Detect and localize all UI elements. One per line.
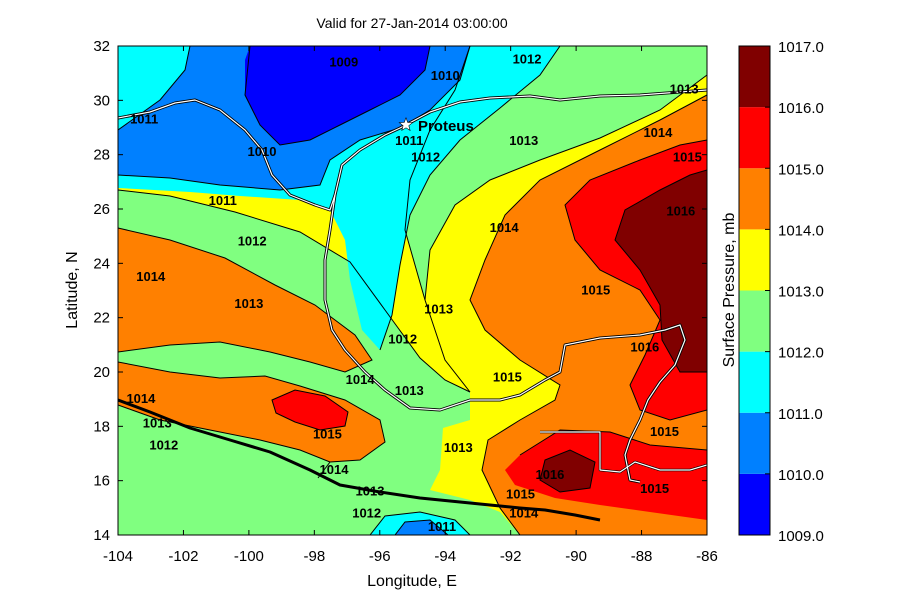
- contour-label: 1013: [670, 81, 699, 96]
- contour-label: 1014: [346, 372, 376, 387]
- band-1009-1010: [245, 46, 430, 145]
- colorbar-swatch: [739, 229, 770, 291]
- contour-label: 1016: [535, 467, 564, 482]
- colorbar-tick-label: 1016.0: [778, 100, 824, 117]
- contour-label: 1013: [424, 302, 453, 317]
- contour-label: 1012: [238, 234, 267, 249]
- colorbar-tick-label: 1010.0: [778, 467, 824, 484]
- contour-label: 1015: [493, 369, 522, 384]
- colorbar-swatch: [739, 107, 770, 169]
- y-tick-label: 28: [93, 147, 110, 164]
- station-layer: Proteus: [398, 116, 474, 135]
- x-tick-label: -102: [168, 548, 198, 565]
- x-tick-label: -94: [434, 548, 456, 565]
- colorbar-swatch: [739, 412, 770, 474]
- contour-label: 1015: [581, 283, 610, 298]
- band-1014-1015-west: [118, 228, 372, 372]
- colorbar-tick-label: 1014.0: [778, 222, 824, 239]
- colorbar-swatch: [739, 351, 770, 413]
- contour-label: 1013: [509, 133, 538, 148]
- contour-label-layer: 1009101010101011101110111011101210121012…: [126, 52, 701, 534]
- y-axis-label: Latitude, N: [64, 251, 81, 328]
- y-tick-label: 16: [93, 473, 110, 490]
- contour-label: 1014: [136, 269, 166, 284]
- y-tick-label: 14: [93, 527, 110, 544]
- y-axis: 14 16 18 20 22 24 26 28 30 32: [93, 38, 707, 544]
- y-tick-label: 24: [93, 255, 110, 272]
- contour-label: 1013: [356, 484, 385, 499]
- colorbar-label: Surface Pressure, mb: [721, 213, 738, 368]
- contour-label: 1012: [149, 437, 178, 452]
- x-tick-label: -98: [303, 548, 325, 565]
- contour-label: 1009: [329, 54, 358, 69]
- contour-label: 1012: [411, 149, 440, 164]
- y-tick-label: 26: [93, 201, 110, 218]
- band-1010-south: [395, 520, 448, 535]
- contour-label: 1012: [388, 331, 417, 346]
- contour-label: 1015: [313, 426, 342, 441]
- x-tick-label: -100: [234, 548, 264, 565]
- plot-area: 1009101010101011101110111011101210121012…: [118, 46, 707, 535]
- contour-label: 1015: [650, 424, 679, 439]
- contour-label: 1012: [352, 505, 381, 520]
- coastlines: [118, 88, 707, 522]
- band-1016-1017-south: [540, 450, 595, 492]
- x-tick-label: -88: [631, 548, 653, 565]
- contour-label: 1014: [126, 391, 156, 406]
- colorbar-swatch: [739, 473, 770, 535]
- plot-frame: [117, 45, 708, 536]
- contour-label: 1013: [143, 416, 172, 431]
- contour-label: 1014: [490, 220, 520, 235]
- y-tick-label: 32: [93, 38, 110, 55]
- contour-label: 1013: [444, 440, 473, 455]
- colorbar-swatch: [739, 290, 770, 352]
- station-label: Proteus: [418, 118, 474, 135]
- band-1013-south: [118, 405, 330, 478]
- contour-label: 1016: [666, 204, 695, 219]
- y-tick-label: 22: [93, 310, 110, 327]
- contour-label: 1011: [395, 133, 423, 148]
- band-1016-1017-east: [615, 170, 707, 372]
- contour-lines: [118, 46, 707, 535]
- contour-label: 1015: [506, 486, 535, 501]
- contour-label: 1011: [130, 111, 158, 126]
- x-axis-label: Longitude, E: [367, 573, 457, 590]
- x-axis: -104 -102 -100 -98 -96 -94 -92 -90 -88 -86: [103, 46, 718, 565]
- colorbar-swatch: [739, 168, 770, 230]
- contour-label: 1012: [513, 52, 542, 67]
- colorbar-swatch: [739, 46, 770, 108]
- contour-label: 1016: [630, 340, 659, 355]
- x-tick-label: -86: [696, 548, 718, 565]
- station-star-icon: [398, 116, 414, 132]
- contour-label: 1015: [640, 481, 669, 496]
- contour-label: 1014: [509, 505, 539, 520]
- colorbar: 1009.0 1010.0 1011.0 1012.0 1013.0 1014.0 1015…: [738, 39, 824, 545]
- chart-title: Valid for 27-Jan-2014 03:00:00: [316, 15, 507, 31]
- contour-label: 1015: [673, 149, 702, 164]
- colorbar-tick-label: 1017.0: [778, 39, 824, 56]
- x-tick-label: -92: [500, 548, 522, 565]
- contour-label: 1014: [643, 125, 673, 140]
- colorbar-tick-label: 1009.0: [778, 528, 824, 545]
- colorbar-tick-label: 1012.0: [778, 345, 824, 362]
- contour-label: 1013: [234, 296, 263, 311]
- contour-label: 1011: [209, 193, 237, 208]
- x-tick-label: -90: [565, 548, 587, 565]
- colorbar-tick-label: 1013.0: [778, 284, 824, 301]
- colorbar-tick-label: 1011.0: [778, 406, 823, 423]
- x-tick-label: -104: [103, 548, 133, 565]
- contour-label: 1010: [248, 144, 277, 159]
- contour-label: 1013: [395, 383, 424, 398]
- band-1014-1015-sw: [118, 362, 385, 462]
- contour-label: 1011: [428, 519, 456, 534]
- contour-label: 1014: [320, 462, 350, 477]
- colorbar-tick-label: 1015.0: [778, 161, 824, 178]
- y-tick-label: 18: [93, 418, 110, 435]
- y-tick-label: 30: [93, 92, 110, 109]
- band-1015-1016-south: [505, 430, 707, 520]
- x-tick-label: -96: [369, 548, 391, 565]
- contour-label: 1010: [431, 68, 460, 83]
- y-tick-label: 20: [93, 364, 110, 381]
